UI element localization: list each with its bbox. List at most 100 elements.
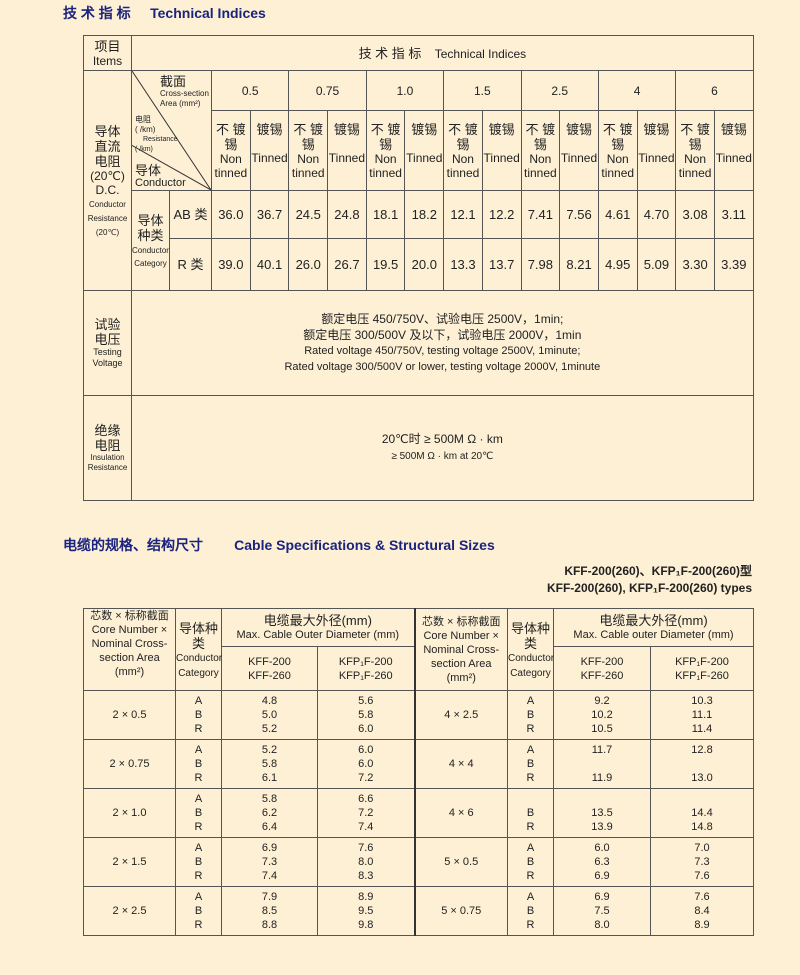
kff-diameter: 6.9	[261, 842, 278, 854]
non-tinned-header: 不 镀锡 Non tinned	[365, 110, 406, 191]
resistance-value: 39.0	[211, 238, 251, 291]
kfp-diameter	[651, 792, 753, 806]
resistance-value: 13.7	[481, 238, 522, 291]
kfp-diameter: 7.2	[358, 772, 374, 784]
category-value: A	[526, 891, 535, 903]
kfp-diameter: 11.4	[691, 723, 713, 735]
kff-diameter: 8.0	[594, 919, 610, 931]
resistance-value: 19.5	[365, 238, 406, 291]
kfp-diameter: 8.3	[358, 870, 374, 882]
kfp-diameter: 5.6	[358, 695, 374, 707]
size-cell: 2 × 0.5	[83, 690, 176, 740]
table-row: 2 × 0.5 A B R 4.8 5.0 5.2 5.6 5.8 6.0 4 × 2.5 A B R 9.…	[83, 690, 754, 740]
category-value: B	[526, 709, 535, 721]
kff-diameter: 5.2	[261, 744, 278, 756]
kff-diameter: 11.9	[591, 772, 613, 784]
size-header: 0.75	[288, 70, 367, 111]
kfp-cell: 7.6 8.4 8.9	[650, 886, 754, 936]
kfp-diameter: 9.8	[358, 919, 374, 931]
category-value: A	[194, 744, 203, 756]
kfp-diameter: 13.0	[691, 772, 713, 784]
resistance-value: 24.8	[327, 190, 367, 239]
diameter-column-header: 电缆最大外径(mm) Max. Cable Outer Diameter (mm)	[221, 608, 416, 647]
size-cell: 2 × 1.5	[83, 837, 176, 887]
tinned-header: 镀锡 Tinned	[327, 110, 367, 191]
resistance-value: 36.0	[211, 190, 251, 239]
kfp-cell: 14.4 14.8	[650, 788, 754, 838]
tinned-header: 镀锡 Tinned	[249, 110, 290, 191]
kfp-diameter: 6.0	[358, 758, 374, 770]
kff-diameter: 6.4	[261, 821, 278, 833]
category-value: A	[526, 842, 535, 854]
resistance-value: 20.0	[404, 238, 445, 291]
category-value: B	[194, 758, 203, 770]
kff-cell: 6.9 7.5 8.0	[553, 886, 651, 936]
category-value: B	[526, 758, 535, 770]
kff-diameter: 10.5	[591, 723, 613, 735]
resistance-value: 3.08	[675, 190, 715, 239]
kfp-diameter: 6.0	[358, 723, 374, 735]
category-value: A	[194, 842, 203, 854]
kfp-cell: 6.0 6.0 7.2	[317, 739, 416, 789]
section-title-cable-specs: 电缆的规格、结构尺寸 Cable Specifications & Struct…	[63, 537, 495, 553]
kfp-diameter: 7.6	[694, 870, 710, 882]
table-row: 2 × 1.0 A B R 5.8 6.2 6.4 6.6 7.2 7.4 4 × 6 B R 13.5 1…	[83, 788, 754, 838]
resistance-value: 12.2	[481, 190, 522, 239]
size-header: 2.5	[520, 70, 599, 111]
kff-diameter: 6.9	[594, 891, 610, 903]
kfp-diameter: 5.8	[358, 709, 374, 721]
resistance-value: 7.98	[520, 238, 561, 291]
resistance-value: 26.7	[327, 238, 367, 291]
kff-cell: 6.9 7.3 7.4	[221, 837, 318, 887]
category-value: R	[194, 723, 203, 735]
category-value: B	[526, 905, 535, 917]
category-value: B	[194, 807, 203, 819]
kff-diameter: 7.5	[594, 905, 610, 917]
testing-voltage-label: 试验 电压 Testing Voltage	[83, 290, 132, 396]
table-row: 2 × 0.75 A B R 5.2 5.8 6.1 6.0 6.0 7.2 4 × 4 A B R 11.…	[83, 739, 754, 789]
category-value: B	[194, 709, 203, 721]
kff-cell: 6.0 6.3 6.9	[553, 837, 651, 887]
kfp-diameter: 8.0	[358, 856, 374, 868]
category-value: R	[526, 821, 535, 833]
kfp-diameter: 12.8	[691, 744, 713, 756]
resistance-value: 7.56	[559, 190, 599, 239]
kff-diameter: 7.4	[261, 870, 278, 882]
kff-diameter: 6.0	[594, 842, 610, 854]
kfp-diameter: 7.4	[358, 821, 374, 833]
resistance-value: 7.41	[520, 190, 561, 239]
kff-diameter: 6.9	[594, 870, 610, 882]
resistance-value: 13.3	[443, 238, 483, 291]
kfp-cell: 6.6 7.2 7.4	[317, 788, 416, 838]
kff-diameter	[554, 757, 650, 771]
table-row: 2 × 1.5 A B R 6.9 7.3 7.4 7.6 8.0 8.3 5 × 0.5 A B R 6.…	[83, 837, 754, 887]
resistance-value: 5.09	[636, 238, 677, 291]
kfp-diameter: 8.9	[694, 919, 710, 931]
kfp-diameter: 7.2	[358, 807, 374, 819]
resistance-value: 26.0	[288, 238, 329, 291]
size-cell: 4 × 6	[414, 788, 508, 838]
testing-voltage-value: 额定电压 450/750V、试验电压 2500V，1min; 额定电压 300/5…	[131, 290, 754, 396]
size-column-header: 芯数 × 标称截面 Core Number × Nominal Cross-sect…	[414, 608, 508, 691]
resistance-value: 40.1	[249, 238, 290, 291]
kfp-cell: 7.6 8.0 8.3	[317, 837, 416, 887]
technical-indices-table: 项目 Items 技 术 指 标 Technical Indices 导体 直流 电阻…	[83, 35, 754, 501]
kff-header: KFF-200 KFF-260	[553, 646, 651, 691]
kfp-diameter: 14.4	[691, 807, 713, 819]
kfp-diameter: 7.6	[358, 842, 374, 854]
items-header: 项目 Items	[83, 35, 132, 71]
diagonal-header-cell: 截面 Cross-section Area (mm²) 电阻( /km) Resist…	[131, 70, 212, 191]
size-cell: 4 × 2.5	[414, 690, 508, 740]
kff-diameter: 11.7	[591, 744, 613, 756]
kfp-diameter: 9.5	[358, 905, 374, 917]
size-header: 6	[675, 70, 754, 111]
size-header: 1.0	[365, 70, 445, 111]
non-tinned-header: 不 镀锡 Non tinned	[597, 110, 638, 191]
